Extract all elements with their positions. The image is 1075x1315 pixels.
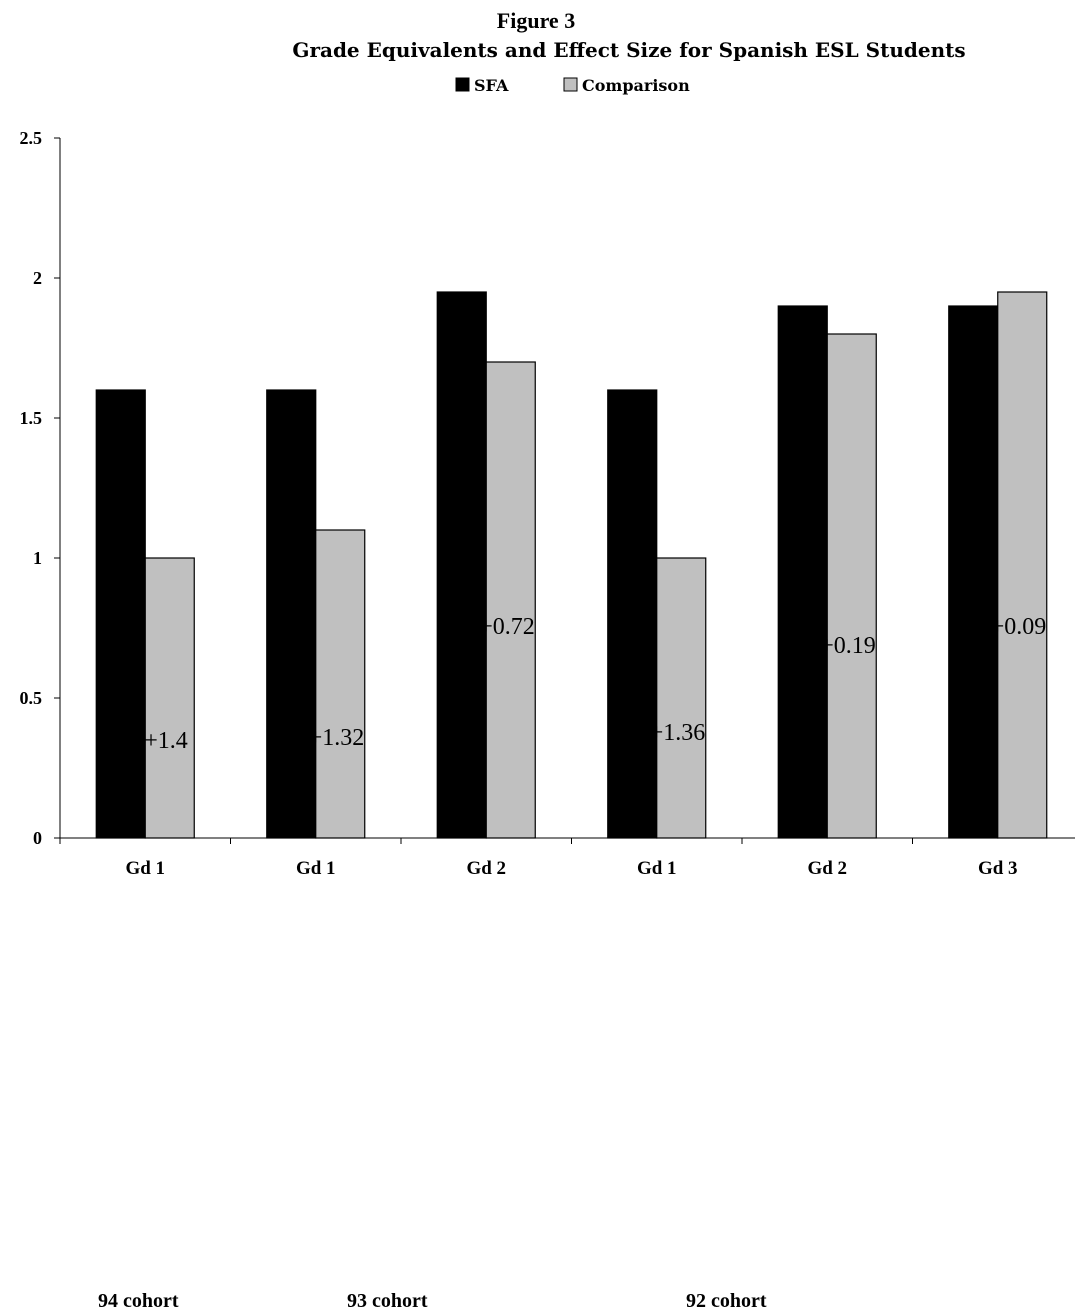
effect-size-label: ES=+1.32 [267,725,364,751]
bar-sfa [607,389,658,839]
bar-comparison [997,291,1048,839]
x-category-label: Gd 2 [466,858,506,879]
bar-sfa [95,389,146,839]
legend-label: Comparison [582,76,690,95]
y-tick-label: 0.5 [20,688,43,708]
chart-subtitle: Grade Equivalents and Effect Size for Sp… [292,38,965,62]
bar-sfa [436,291,487,839]
cohort-label: 93 cohort [347,1290,428,1312]
y-tick-label: 0 [33,828,42,848]
x-category-label: Gd 1 [296,858,336,879]
bar-sfa [266,389,317,839]
bar-comparison [826,333,877,839]
x-category-label: Gd 3 [978,858,1018,879]
y-tick-label: 1.5 [20,408,43,428]
cohort-label: 94 cohort [98,1290,179,1312]
cohort-label: 92 cohort [686,1290,767,1312]
y-tick-label: 1 [33,548,42,568]
y-tick-label: 2 [33,268,42,288]
x-category-label: Gd 1 [637,858,677,879]
effect-size-label: ES=+0.72 [438,614,535,640]
legend-swatch-comparison [563,77,578,92]
bar-sfa [948,305,999,839]
legend-label: SFA [474,76,509,95]
bar-comparison [485,361,536,839]
x-category-label: Gd 1 [125,858,165,879]
bar-sfa [777,305,828,839]
y-tick-label: 2.5 [20,128,43,148]
effect-size-label: ES=+1.36 [608,720,705,746]
effect-size-label: ES=+0.19 [779,633,876,659]
x-category-label: Gd 2 [807,858,847,879]
effect-size-label: ES=+0.09 [949,614,1046,640]
bar-comparison [656,557,707,839]
legend-swatch-sfa [455,77,470,92]
effect-size-label: ES=+1.4 [103,728,188,754]
chart-title: Figure 3 [497,8,575,33]
bar-comparison [315,529,366,839]
bar-comparison [144,557,195,839]
